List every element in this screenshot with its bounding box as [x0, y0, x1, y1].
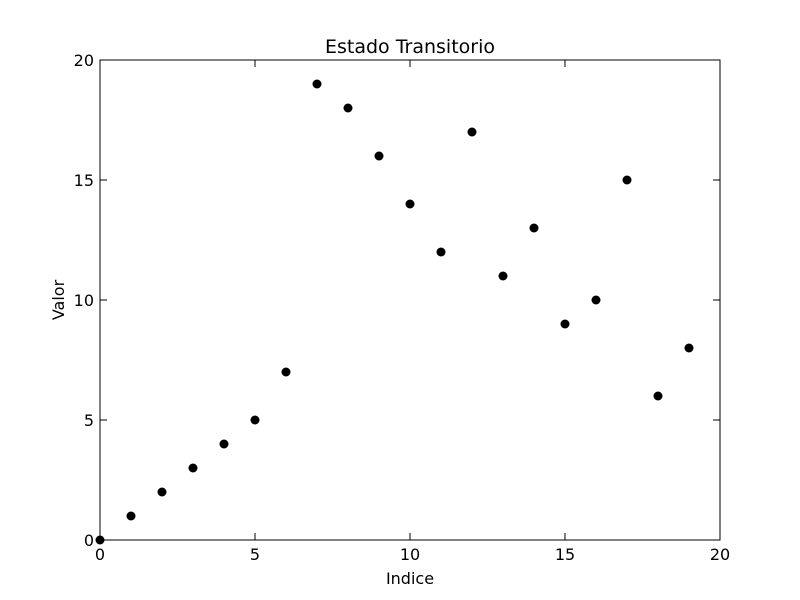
data-point	[343, 103, 353, 113]
data-point	[436, 247, 446, 257]
data-point	[126, 511, 136, 521]
data-points	[95, 79, 694, 545]
y-tick-label: 20	[74, 51, 94, 70]
x-tick-label: 10	[400, 545, 420, 564]
data-point	[653, 391, 663, 401]
data-point	[157, 487, 167, 497]
data-point	[312, 79, 322, 89]
data-point	[250, 415, 260, 425]
data-point	[281, 367, 291, 377]
data-point	[529, 223, 539, 233]
x-tick-labels: 0 5 10 15 20	[95, 545, 730, 564]
axis-ticks	[99, 59, 721, 541]
y-tick-label: 10	[74, 291, 94, 310]
y-tick-label: 15	[74, 171, 94, 190]
y-tick-label: 5	[84, 411, 94, 430]
x-tick-label: 5	[250, 545, 260, 564]
x-tick-label: 0	[95, 545, 105, 564]
data-point	[405, 199, 415, 209]
y-tick-labels: 0 5 10 15 20	[74, 51, 94, 550]
x-tick-label: 20	[710, 545, 730, 564]
data-point	[374, 151, 384, 161]
data-point	[591, 295, 601, 305]
x-tick-label: 15	[555, 545, 575, 564]
data-point	[188, 463, 198, 473]
chart-title: Estado Transitorio	[325, 36, 495, 58]
data-point	[684, 343, 694, 353]
x-axis-label: Indice	[386, 569, 434, 588]
data-point	[219, 439, 229, 449]
data-point	[467, 127, 477, 137]
data-point	[95, 535, 105, 545]
data-point	[560, 319, 570, 329]
y-tick-label: 0	[84, 531, 94, 550]
data-point	[622, 175, 632, 185]
y-axis-label: Valor	[49, 279, 68, 320]
data-point	[498, 271, 508, 281]
